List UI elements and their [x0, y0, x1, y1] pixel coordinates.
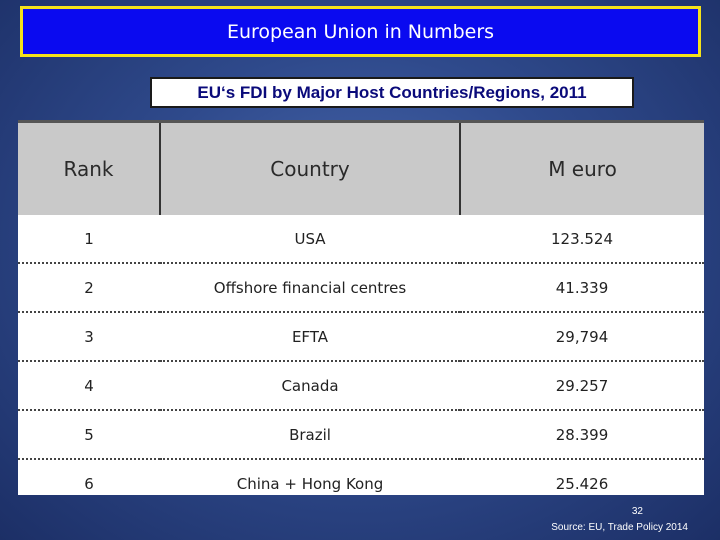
rank-cell: 3 [18, 312, 160, 362]
column-header-country: Country [160, 121, 461, 215]
value-cell: 28.399 [460, 410, 704, 460]
page-title: European Union in Numbers [226, 20, 495, 43]
value-cell: 29.257 [460, 361, 704, 411]
value-cell: 123.524 [460, 215, 704, 264]
value-cell: 25.426 [460, 459, 704, 495]
subtitle-banner: EU‘s FDI by Major Host Countries/Regions… [150, 77, 634, 108]
value-cell: 29,794 [460, 312, 704, 362]
table-subtitle: EU‘s FDI by Major Host Countries/Regions… [197, 82, 587, 102]
value-cell: 41.339 [460, 263, 704, 313]
country-cell: EFTA [160, 312, 460, 362]
table-row: 4 Canada 29.257 [18, 361, 704, 411]
rank-cell: 6 [18, 459, 160, 495]
rank-cell: 4 [18, 361, 160, 411]
country-cell: Brazil [160, 410, 460, 460]
table-row: 1 USA 123.524 [18, 215, 704, 264]
column-header-value: M euro [460, 121, 704, 215]
rank-cell: 1 [18, 215, 160, 264]
table-row: 5 Brazil 28.399 [18, 410, 704, 460]
table-row: 2 Offshore financial centres 41.339 [18, 263, 704, 313]
country-cell: China + Hong Kong [160, 459, 460, 495]
country-cell: USA [160, 215, 460, 264]
title-banner: European Union in Numbers [20, 6, 701, 57]
column-header-rank: Rank [18, 121, 161, 215]
rank-cell: 5 [18, 410, 160, 460]
fdi-table: Rank Country M euro 1 USA 123.524 2 Offs… [18, 120, 704, 495]
table-row: 3 EFTA 29,794 [18, 312, 704, 362]
table-row: 6 China + Hong Kong 25.426 [18, 459, 704, 495]
fdi-table-container: Rank Country M euro 1 USA 123.524 2 Offs… [18, 120, 704, 495]
table-header-row: Rank Country M euro [18, 121, 704, 215]
page-number: 32 [631, 506, 643, 517]
country-cell: Canada [160, 361, 460, 411]
country-cell: Offshore financial centres [160, 263, 460, 313]
source-note: Source: EU, Trade Policy 2014 [551, 522, 688, 533]
rank-cell: 2 [18, 263, 160, 313]
